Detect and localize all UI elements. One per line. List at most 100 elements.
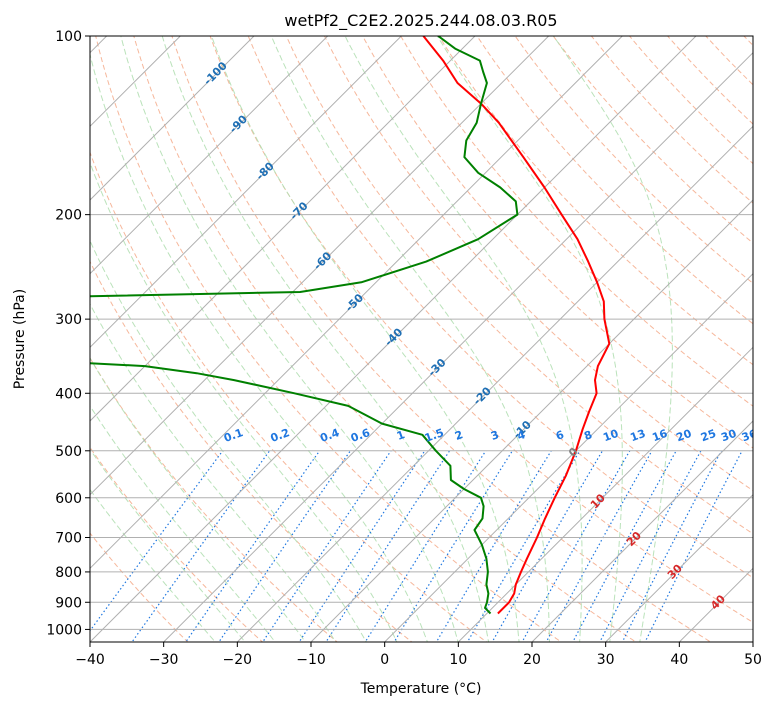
dry-adiabat — [209, 36, 753, 623]
plot-frame — [89, 35, 754, 643]
dry-adiabat — [133, 36, 637, 642]
x-axis-ticks: −40 −30 −20 −10 0 10 20 30 40 50 — [75, 642, 762, 668]
dry-adiabat — [285, 36, 753, 535]
x-tick-label: 20 — [523, 652, 541, 668]
moist-adiabat — [270, 36, 550, 642]
y-axis-label: Pressure (hPa) — [12, 289, 28, 389]
mixing-ratio-line — [298, 450, 426, 642]
mixing-ratio-label: 3 — [489, 428, 501, 443]
x-tick-label: 10 — [449, 652, 467, 668]
moist-adiabat — [161, 36, 490, 642]
mixing-ratio-line — [90, 450, 224, 632]
y-axis-ticks: 100 200 300 400 500 600 700 800 900 1000 — [46, 29, 90, 638]
y-tick-label: 200 — [55, 208, 82, 224]
mixing-ratio-label: 0.1 — [222, 426, 245, 445]
dry-adiabat — [90, 532, 189, 642]
isotherm-line — [236, 125, 753, 642]
mixing-ratio-label: 16 — [650, 427, 669, 445]
mixing-ratio-label: 8 — [582, 428, 594, 443]
chart-title: wetPf2_C2E2.2025.244.08.03.R05 — [284, 11, 557, 31]
isotherm-line — [384, 272, 753, 642]
mixing-ratio-label: 13 — [628, 427, 647, 444]
moist-adiabat — [90, 161, 398, 642]
y-tick-label: 100 — [55, 29, 82, 45]
mixing-ratio-line — [131, 450, 271, 642]
dry-adiabat — [90, 357, 338, 642]
mixing-ratio-line — [185, 450, 321, 642]
y-tick-label: 1000 — [46, 622, 82, 638]
moist-adiabat-lines — [90, 36, 673, 642]
isotherm-line — [163, 51, 753, 642]
x-tick-label: −30 — [149, 652, 179, 668]
sounding-series — [90, 36, 611, 615]
isobar-gridlines — [90, 36, 753, 630]
mixing-ratio-line — [435, 450, 552, 642]
isotherm-gridlines — [90, 36, 753, 642]
mixing-ratio-label: 30 — [719, 427, 738, 445]
plot-area: -100-90-80-70-60-50-40-30-20-10010203040… — [90, 23, 775, 654]
dry-adiabat — [95, 36, 563, 642]
line-labels: -100-90-80-70-60-50-40-30-20-10010203040… — [201, 59, 753, 612]
dry-adiabat — [628, 36, 753, 165]
x-tick-label: −10 — [296, 652, 326, 668]
x-tick-label: 40 — [670, 652, 688, 668]
mixing-ratio-label: 4 — [515, 428, 527, 443]
isotherm-line — [457, 346, 753, 642]
mixing-ratio-line — [644, 450, 743, 642]
moist-adiabat — [90, 357, 306, 642]
moist-adiabat — [90, 448, 246, 642]
mixing-ratio-line — [621, 450, 722, 642]
isotherm-label: -90 — [227, 112, 250, 135]
mixing-ratio-label: 1 — [395, 428, 407, 443]
moist-adiabat — [90, 405, 276, 642]
dry-adiabat — [552, 36, 753, 244]
isotherm-line — [90, 36, 402, 349]
moist-adiabat — [90, 488, 216, 642]
y-tick-label: 700 — [55, 531, 82, 547]
dry-adiabat — [476, 36, 753, 325]
mixing-ratio-label: 0.4 — [318, 426, 341, 445]
isotherm-label: 40 — [708, 592, 728, 612]
isotherm-line — [752, 641, 753, 642]
moist-adiabat — [210, 36, 520, 642]
isotherm-line — [678, 567, 753, 642]
moist-adiabat — [90, 52, 428, 642]
isotherm-label: -30 — [425, 356, 448, 379]
moist-adiabat — [90, 303, 337, 642]
dry-adiabat — [666, 36, 753, 125]
dewpoint-line — [90, 36, 519, 615]
mixing-ratio-label: 0.2 — [269, 426, 292, 445]
x-tick-label: 30 — [597, 652, 615, 668]
isotherm-line — [310, 199, 753, 642]
isotherm-line — [90, 36, 623, 570]
isotherm-label: 20 — [624, 529, 644, 549]
isotherm-label: -40 — [382, 325, 405, 348]
y-tick-label: 600 — [55, 491, 82, 507]
isotherm-label: -70 — [287, 199, 310, 222]
mixing-ratio-label: 10 — [601, 427, 620, 445]
moist-adiabat — [90, 239, 367, 642]
moist-adiabat — [120, 36, 459, 642]
mixing-ratio-label: 25 — [699, 427, 718, 444]
isotherm-label: -80 — [254, 159, 277, 182]
mixing-ratio-label: 1.5 — [423, 426, 446, 445]
y-tick-label: 500 — [55, 444, 82, 460]
dry-adiabat — [90, 446, 264, 642]
isotherm-label: -60 — [311, 249, 334, 272]
dry-adiabat — [705, 36, 753, 86]
dry-adiabat-lines — [90, 23, 775, 654]
x-tick-label: −40 — [75, 652, 105, 668]
isotherm-line — [90, 36, 476, 422]
x-axis-label: Temperature (°C) — [360, 681, 482, 697]
dry-adiabat — [438, 36, 753, 366]
dry-adiabat — [514, 36, 753, 284]
mixing-ratio-line — [545, 450, 653, 642]
isotherm-label: -20 — [471, 384, 494, 407]
y-tick-label: 300 — [55, 312, 82, 328]
dry-adiabat — [323, 36, 753, 492]
isotherm-line — [90, 36, 550, 496]
mixing-ratio-label: 2 — [453, 428, 465, 443]
y-tick-label: 800 — [55, 565, 82, 581]
dry-adiabat — [769, 23, 775, 654]
